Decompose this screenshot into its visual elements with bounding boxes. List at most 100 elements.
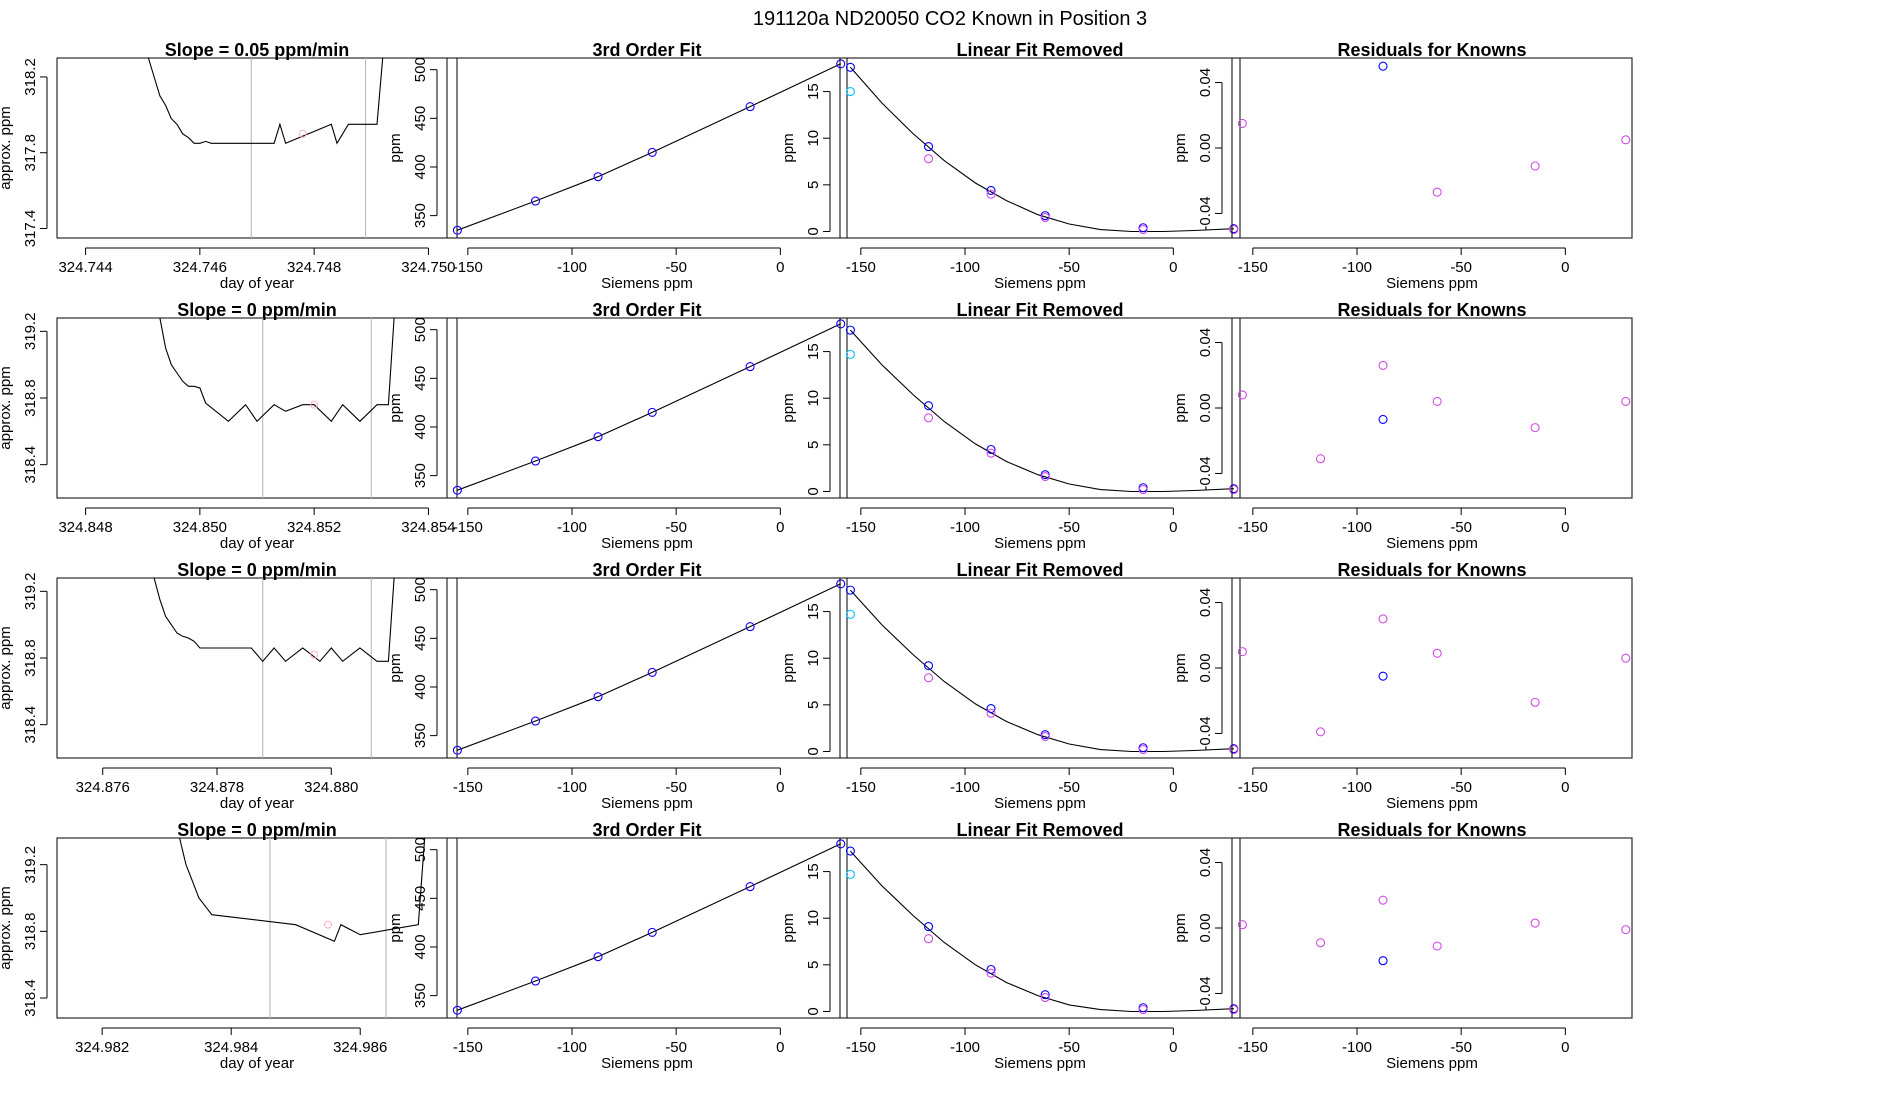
plot-frame: [1231, 317, 1633, 499]
data-point-magenta: [1229, 1005, 1239, 1015]
y-tick-label: 15: [805, 863, 822, 880]
panel-title: 3rd Order Fit: [592, 40, 701, 60]
x-axis-label: Siemens ppm: [601, 1055, 693, 1072]
y-axis-label: ppm: [387, 913, 404, 942]
data-point-cyan: [845, 349, 855, 359]
y-tick-label: 400: [412, 154, 429, 179]
x-axis-label: Siemens ppm: [601, 275, 693, 292]
y-tick-label: 0.00: [1197, 133, 1214, 162]
data-point-blue: [1040, 730, 1050, 740]
panel-r4-c1: Slope = 0 ppm/min 324.982 324.984 324.986 da…: [0, 820, 458, 1072]
x-tick-label: 324.982: [75, 1039, 129, 1056]
x-tick-label: -150: [846, 1039, 876, 1056]
x-tick-label: 0: [776, 779, 784, 796]
panel-r1-c3: Linear Fit Removed -150 -100 -50 0 Siemens pp…: [780, 40, 1241, 292]
y-tick-label: 0.04: [1197, 848, 1214, 877]
x-axis-label: Siemens ppm: [994, 795, 1086, 812]
x-tick-label: -100: [950, 1039, 980, 1056]
x-tick-label: -100: [1342, 519, 1372, 536]
x-tick-label: -100: [1342, 1039, 1372, 1056]
y-tick-label: 5: [805, 441, 822, 449]
y-tick-label: 319.2: [22, 573, 39, 611]
known-point-blue: [647, 147, 657, 157]
data-point-magenta: [1432, 187, 1442, 197]
panel-title: Linear Fit Removed: [956, 40, 1123, 60]
x-tick-label: 0: [776, 1039, 784, 1056]
panel-r1-c2: 3rd Order Fit -150 -100 -50 0 Siemens ppm 350 4…: [387, 40, 848, 292]
mean-point: [310, 400, 319, 409]
x-tick-label: -150: [1238, 1039, 1268, 1056]
plot-area: [845, 62, 1239, 235]
x-tick-label: 0: [1561, 779, 1569, 796]
plot-frame: [56, 577, 458, 759]
plot-area: [1237, 614, 1631, 737]
data-point-blue: [986, 185, 996, 195]
x-tick-label: -150: [846, 259, 876, 276]
y-tick-label: 317.8: [22, 134, 39, 172]
data-point-magenta: [923, 154, 934, 164]
data-point-blue: [1040, 470, 1050, 480]
known-point-blue: [452, 485, 462, 495]
y-tick-label: 500: [412, 837, 429, 862]
x-axis-label: Siemens ppm: [994, 535, 1086, 552]
x-tick-label: 324.852: [287, 519, 341, 536]
y-tick-label: 350: [412, 463, 429, 488]
data-point-magenta: [1530, 918, 1540, 928]
fit-curve: [849, 850, 1234, 1013]
known-point-blue: [531, 716, 541, 726]
x-tick-label: 324.876: [76, 779, 130, 796]
panel-r3-c2: 3rd Order Fit -150 -100 -50 0 Siemens ppm 350 4…: [387, 560, 848, 812]
data-point-blue: [986, 444, 996, 455]
panel-r1-c4: Residuals for Knowns -150 -100 -50 0 Siemens …: [1172, 40, 1633, 292]
y-tick-label: 10: [805, 390, 822, 407]
x-axis-label: day of year: [220, 535, 294, 552]
plot-area: [147, 58, 384, 238]
data-point-magenta: [1237, 118, 1247, 129]
plot-frame: [839, 57, 1241, 239]
data-point-blue: [845, 585, 855, 595]
data-point-blue: [1138, 1003, 1148, 1013]
plot-area: [845, 325, 1239, 495]
x-tick-label: -50: [1058, 779, 1080, 796]
plot-frame: [56, 57, 458, 239]
x-tick-label: -100: [1342, 779, 1372, 796]
plot-frame: [839, 317, 1241, 499]
x-tick-label: -100: [950, 779, 980, 796]
known-point-blue: [531, 196, 541, 206]
fit-line: [457, 323, 842, 491]
fit-curve: [849, 589, 1234, 753]
data-point-magenta: [1040, 212, 1050, 223]
x-axis-label: Siemens ppm: [601, 795, 693, 812]
y-axis-label: ppm: [387, 393, 404, 422]
data-point-blue: [923, 142, 934, 152]
panel-title: Linear Fit Removed: [956, 560, 1123, 580]
x-axis-label: Siemens ppm: [1386, 535, 1478, 552]
x-tick-label: 0: [1169, 1039, 1177, 1056]
x-tick-label: 324.848: [58, 519, 112, 536]
plot-frame: [1231, 577, 1633, 759]
y-tick-label: 0.04: [1197, 68, 1214, 97]
data-point-magenta: [1138, 485, 1148, 495]
data-point-magenta: [1621, 925, 1631, 935]
known-point-blue: [452, 745, 462, 755]
data-point-blue: [923, 661, 934, 671]
panel-r2-c2: 3rd Order Fit -150 -100 -50 0 Siemens ppm 350 4…: [387, 300, 848, 552]
y-tick-label: 0: [805, 227, 822, 235]
x-axis-label: Siemens ppm: [1386, 275, 1478, 292]
known-point-blue: [593, 172, 603, 182]
y-tick-label: 318.4: [22, 446, 39, 484]
data-point-cyan: [845, 609, 855, 619]
data-point-magenta: [1040, 992, 1050, 1003]
data-point-magenta: [1621, 135, 1631, 145]
y-tick-label: 0.04: [1197, 588, 1214, 617]
x-tick-label: -50: [665, 519, 687, 536]
x-tick-label: -100: [557, 259, 587, 276]
data-point-magenta: [1315, 938, 1326, 948]
panel-r2-c1: Slope = 0 ppm/min 324.848 324.850 324.852 32…: [0, 300, 458, 552]
x-tick-label: 324.746: [173, 259, 227, 276]
data-point-magenta: [1040, 731, 1050, 742]
data-point-magenta: [1315, 454, 1326, 464]
data-point-magenta: [1432, 396, 1442, 407]
y-tick-label: 0.04: [1197, 328, 1214, 357]
data-point-magenta: [1229, 225, 1239, 235]
